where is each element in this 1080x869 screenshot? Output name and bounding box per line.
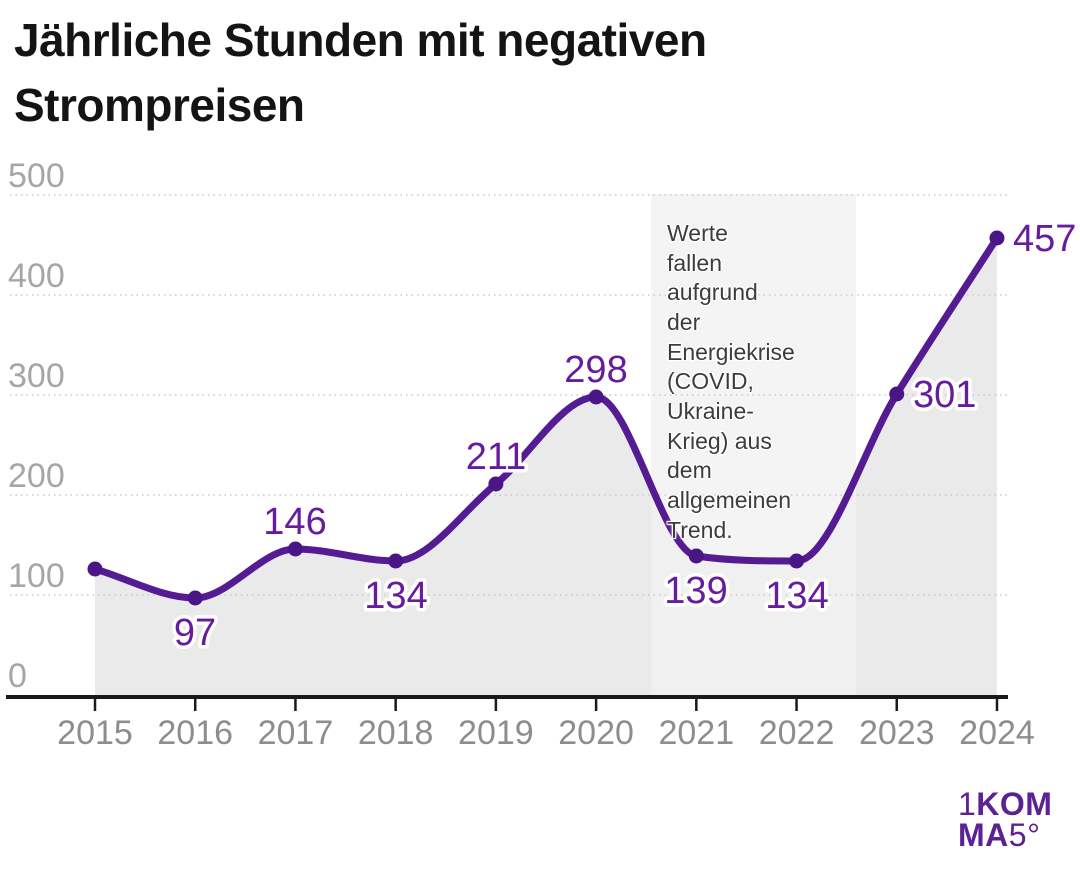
- x-tick-label-2021: 2021: [658, 714, 734, 752]
- y-tick-label-200: 200: [8, 457, 65, 495]
- data-point-2019: [488, 476, 504, 492]
- trend-line: [91, 234, 1001, 602]
- y-tick-label-0: 0: [8, 657, 27, 695]
- x-tick-label-2023: 2023: [859, 714, 935, 752]
- x-tick-label-2018: 2018: [358, 714, 434, 752]
- value-label-2017: 146: [263, 501, 326, 543]
- data-point-2021: [688, 548, 704, 564]
- logo-text-ma: MA: [958, 817, 1009, 854]
- logo-row-1: 1KOM: [958, 786, 1053, 822]
- logo-text-5deg: 5°: [1008, 817, 1041, 854]
- data-point-2020: [588, 389, 604, 405]
- chart-title: Jährliche Stunden mit negativen Strompre…: [14, 14, 707, 132]
- x-tick-label-2015: 2015: [57, 714, 133, 752]
- value-label-2023: 301: [913, 374, 976, 416]
- y-tick-label-400: 400: [8, 257, 65, 295]
- value-label-2016: 97: [174, 612, 216, 654]
- x-tick-label-2020: 2020: [558, 714, 634, 752]
- data-point-2018: [388, 553, 404, 569]
- value-label-2019: 211: [466, 436, 527, 478]
- value-label-2018: 134: [364, 575, 427, 617]
- value-label-2020: 298: [564, 349, 627, 391]
- data-point-2016: [187, 590, 203, 606]
- y-tick-label-500: 500: [8, 157, 65, 195]
- value-label-2021: 139: [664, 570, 727, 612]
- data-point-2022: [789, 553, 805, 569]
- logo-text-kom: KOM: [976, 786, 1053, 822]
- x-tick-label-2022: 2022: [759, 714, 835, 752]
- y-tick-label-100: 100: [8, 557, 65, 595]
- data-point-2015: [87, 561, 103, 577]
- annotation-text: Werte fallen aufgrund der Energiekrise (…: [667, 220, 795, 543]
- x-tick-label-2024: 2024: [959, 714, 1035, 752]
- annotation-band: [651, 194, 856, 695]
- logo-row-2: MA5°: [958, 817, 1052, 854]
- y-tick-label-300: 300: [8, 357, 65, 395]
- value-label-2022: 134: [765, 575, 828, 617]
- x-tick-label-2016: 2016: [157, 714, 233, 752]
- data-point-2017: [287, 541, 303, 557]
- x-tick-label-2019: 2019: [458, 714, 534, 752]
- logo-text-1: 1: [958, 786, 977, 822]
- value-label-2024: 457: [1013, 218, 1076, 260]
- x-tick-label-2017: 2017: [258, 714, 334, 752]
- data-point-2023: [889, 386, 905, 402]
- brand-logo: 1KOM MA5°: [958, 786, 1053, 854]
- data-point-2024: [989, 230, 1005, 246]
